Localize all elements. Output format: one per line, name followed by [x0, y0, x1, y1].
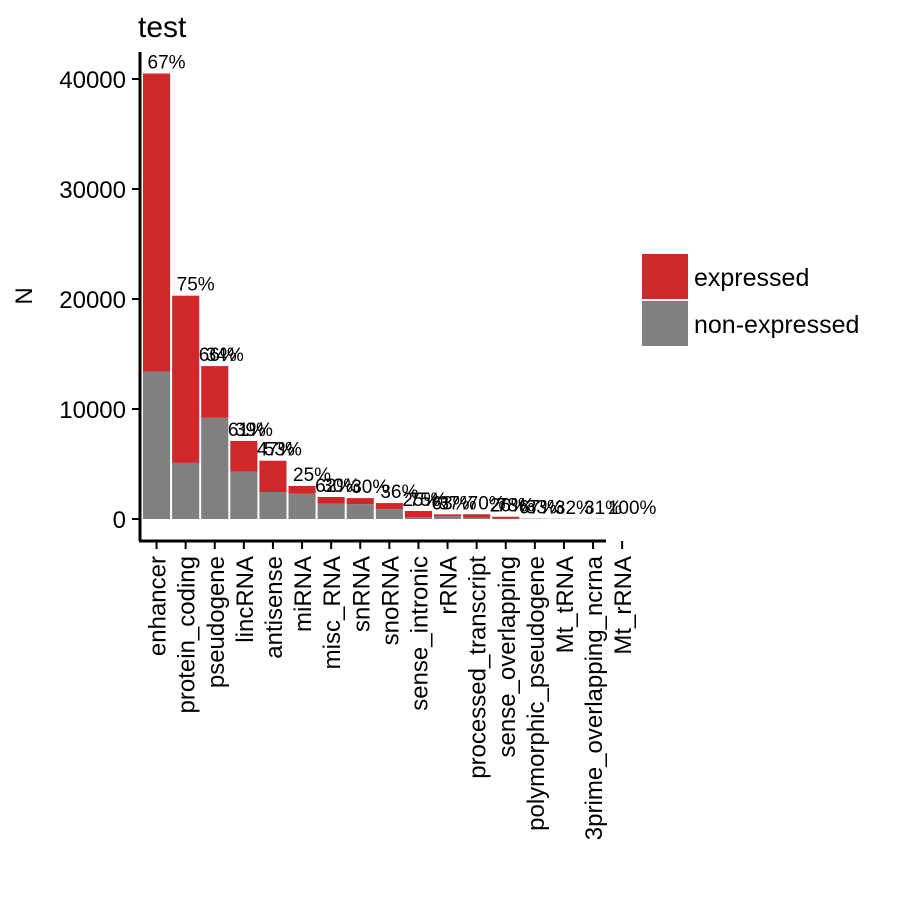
percent-label: 39%	[235, 420, 273, 441]
x-tick-label-rrna: rRNA	[436, 556, 463, 615]
percent-label: 30%	[322, 476, 360, 497]
bar-expressed-protein-coding	[172, 295, 200, 463]
percent-label-secondary: 47%	[257, 440, 295, 461]
percent-label-secondary: 62%	[315, 476, 353, 497]
bar-expressed-enhancer	[143, 73, 171, 372]
percent-label-secondary: 66%	[199, 345, 237, 366]
percent-label: 36%	[380, 482, 418, 503]
bar-non-expressed-snorna	[375, 509, 403, 519]
percent-labels-group: 67%75%34%66%39%61%53%47%25%30%62%30%36%7…	[148, 53, 657, 519]
x-tick-label-lincrna: lincRNA	[232, 556, 259, 643]
percent-label-secondary: 61%	[228, 420, 266, 441]
percent-label-secondary: 67%	[519, 498, 557, 519]
bar-non-expressed-pseudogene	[201, 417, 229, 519]
percent-label: 75%	[177, 275, 215, 296]
percent-label: 70%	[468, 493, 506, 514]
bar-expressed-rrna	[434, 514, 462, 517]
x-tick-label-3prime-overlapping-ncrna: 3prime_overlapping_ncrna	[581, 555, 608, 840]
legend-label-expressed: expressed	[694, 264, 809, 292]
percent-label-secondary: 63%	[432, 493, 470, 514]
bar-expressed-pseudogene	[201, 366, 229, 418]
bar-non-expressed-enhancer	[143, 371, 171, 519]
bar-non-expressed-lincrna	[230, 471, 258, 519]
percent-label: 31%	[584, 498, 622, 519]
bar-expressed-lincrna	[230, 440, 258, 472]
y-ticks-group: 0 10000 20000 30000 40000	[59, 67, 140, 534]
percent-label: 34%	[206, 345, 244, 366]
x-ticks-group: enhancer protein_coding pseudogene lincRNA a…	[145, 541, 637, 840]
legend-swatch-expressed	[642, 254, 688, 299]
legend-label-non-expressed: non-expressed	[694, 311, 859, 339]
x-tick-label-pseudogene: pseudogene	[203, 556, 230, 688]
percent-label: 100%	[608, 498, 657, 519]
x-tick-label-sense-overlapping: sense_overlapping	[494, 556, 521, 757]
bar-non-expressed-protein-coding	[172, 462, 200, 519]
y-tick-label: 30000	[59, 177, 126, 204]
x-tick-label-misc-rna: misc_RNA	[319, 556, 346, 669]
bar-expressed-sense-intronic	[404, 510, 432, 518]
legend: expressed non-expressed	[642, 254, 859, 346]
bar-non-expressed-antisense	[259, 492, 287, 519]
x-tick-label-mt-trna: Mt_tRNA	[552, 556, 579, 653]
percent-label-secondary: 26%	[490, 496, 528, 517]
percent-label: 67%	[148, 53, 186, 74]
percent-label: 75%	[409, 490, 447, 511]
x-tick-label-processed-transcript: processed_transcript	[465, 556, 492, 779]
bar-non-expressed-misc-rna	[317, 503, 345, 519]
percent-label: 53%	[264, 440, 302, 461]
percent-label: 33%	[526, 498, 564, 519]
bars-group	[143, 73, 636, 519]
bar-non-expressed-processed-transcript	[463, 517, 491, 519]
legend-swatch-non-expressed	[642, 301, 688, 346]
x-tick-label-snorna: snoRNA	[377, 556, 404, 645]
x-tick-label-sense-intronic: sense_intronic	[406, 556, 433, 711]
chart-title: test	[138, 11, 187, 44]
y-tick-label: 0	[113, 507, 126, 534]
bar-expressed-misc-rna	[317, 497, 345, 504]
bar-non-expressed-snrna	[346, 504, 374, 519]
x-tick-label-mt-rrna: Mt_rRNA	[610, 556, 637, 655]
percent-label: 32%	[555, 498, 593, 519]
y-tick-label: 20000	[59, 287, 126, 314]
percent-label: 30%	[351, 477, 389, 498]
bar-expressed-snrna	[346, 498, 374, 505]
bar-expressed-antisense	[259, 460, 287, 493]
bar-expressed-sense-overlapping	[492, 516, 520, 519]
bar-expressed-mirna	[288, 486, 316, 494]
percent-label: 78%	[497, 496, 535, 517]
x-tick-label-mirna: miRNA	[290, 556, 317, 632]
x-tick-label-protein-coding: protein_coding	[174, 556, 201, 713]
bar-non-expressed-sense-intronic	[404, 517, 432, 519]
bar-non-expressed-rrna	[434, 516, 462, 519]
percent-label: 25%	[293, 465, 331, 486]
y-tick-label: 40000	[59, 67, 126, 94]
bar-expressed-processed-transcript	[463, 514, 491, 518]
bar-expressed-snorna	[375, 503, 403, 510]
percent-label-secondary: 25%	[402, 490, 440, 511]
bar-non-expressed-mirna	[288, 493, 316, 519]
percent-label: 37%	[439, 493, 477, 514]
y-tick-label: 10000	[59, 397, 126, 424]
y-axis-label: N	[11, 287, 38, 304]
x-tick-label-polymorphic-pseudogene: polymorphic_pseudogene	[523, 556, 550, 831]
x-tick-label-snrna: snRNA	[348, 556, 375, 632]
x-tick-label-enhancer: enhancer	[145, 556, 172, 656]
x-tick-label-antisense: antisense	[261, 556, 288, 659]
